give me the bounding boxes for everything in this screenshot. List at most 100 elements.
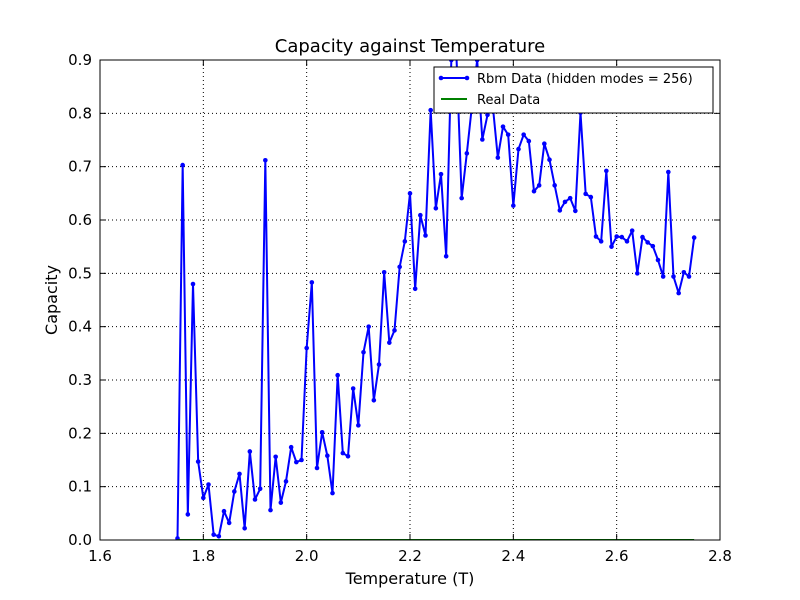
plot-series [175,60,697,540]
data-point-rbm [407,191,413,196]
data-point-rbm [604,168,609,174]
data-point-rbm [335,372,340,378]
data-point-rbm [294,459,299,465]
data-point-rbm [511,203,516,208]
data-point-rbm [206,482,211,487]
data-point-rbm [588,194,594,200]
data-point-rbm [542,141,547,147]
y-tick-label: 0.6 [68,211,92,229]
data-point-rbm [381,269,387,275]
data-point-rbm [237,471,242,477]
data-point-rbm [211,532,216,537]
data-point-rbm [495,155,501,160]
data-point-rbm [356,423,361,428]
plot-area [175,60,697,540]
data-point-rbm [459,195,464,201]
data-point-rbm [629,228,635,233]
series-line-rbm [176,60,696,539]
legend-label-real: Real Data [477,93,540,108]
data-point-rbm [361,349,366,355]
x-tick-label: 2.2 [398,547,422,565]
x-tick-label: 1.6 [88,547,112,565]
data-point-rbm [216,533,222,539]
x-tick-label: 2.8 [708,547,732,565]
data-point-rbm [443,253,449,259]
data-point-rbm [195,459,201,464]
data-point-rbm [573,208,578,214]
legend-marker-rbm [438,75,444,81]
x-tick-label: 1.8 [191,547,215,565]
data-point-rbm [319,429,325,435]
data-point-rbm [226,520,232,526]
data-point-rbm [650,243,656,249]
data-point-rbm [609,244,614,249]
y-tick-label: 0.1 [68,478,92,496]
y-axis-label: Capacity [42,265,61,335]
data-point-rbm [325,453,330,459]
data-point-rbm [562,199,568,205]
data-point-rbm [185,512,191,517]
data-point-rbm [273,454,278,460]
data-point-rbm [547,157,552,163]
data-point-rbm [190,281,196,287]
y-tick-label: 0.3 [68,371,92,389]
data-point-rbm [423,233,428,238]
y-tick-label: 0.5 [68,264,92,282]
y-tick-label: 0.0 [68,531,92,549]
y-tick-label: 0.8 [68,104,92,122]
data-point-rbm [268,507,273,513]
data-point-rbm [221,508,227,514]
data-point-rbm [676,290,681,296]
data-point-rbm [387,340,392,345]
data-point-rbm [242,525,247,531]
data-point-rbm [252,497,258,502]
data-point-rbm [257,486,263,492]
data-point-rbm [480,137,485,142]
data-point-rbm [314,465,320,471]
data-point-rbm [624,239,630,244]
data-point-rbm [350,386,356,391]
data-point-rbm [619,234,625,240]
data-point-rbm [340,450,346,456]
data-point-rbm [402,239,408,244]
data-point-rbm [666,169,671,175]
data-point-rbm [645,240,650,245]
y-tick-label: 0.2 [68,424,92,442]
legend-box [433,66,714,114]
data-point-rbm [232,489,237,494]
data-point-rbm [418,212,423,218]
data-point-rbm [392,328,397,333]
data-point-rbm [201,495,206,501]
y-tick-label: 0.9 [68,51,92,69]
data-point-rbm [330,490,335,496]
data-point-rbm [366,324,371,329]
data-point-rbm [660,274,666,279]
legend: Rbm Data (hidden modes = 256) Real Data [433,66,714,114]
data-point-rbm [433,205,439,211]
data-point-rbm [552,183,557,188]
data-point-rbm [449,60,454,63]
data-point-rbm [500,124,506,129]
data-point-rbm [531,188,537,194]
data-point-rbm [526,138,532,144]
x-tick-label: 2.4 [501,547,525,565]
data-point-rbm [593,234,599,239]
legend-label-rbm: Rbm Data (hidden modes = 256) [477,72,693,87]
axis-ticks: 1.6 1.8 2.0 2.2 2.4 2.6 2.8 0.0 0.1 0.2 0.3 0.4 0.5 0… [68,51,732,565]
data-point-rbm [263,157,268,163]
data-point-rbm [428,107,433,113]
data-point-rbm [438,171,444,177]
data-point-rbm [345,453,351,459]
data-point-rbm [536,183,542,188]
data-point-rbm [640,234,645,240]
data-point-rbm [376,362,382,367]
data-point-rbm [681,269,687,275]
data-point-rbm [485,112,490,118]
data-point-rbm [686,274,692,279]
data-point-rbm [516,146,521,152]
data-point-rbm [288,444,294,450]
data-point-rbm [635,271,640,276]
data-point-rbm [412,286,418,292]
data-point-rbm [304,345,309,351]
